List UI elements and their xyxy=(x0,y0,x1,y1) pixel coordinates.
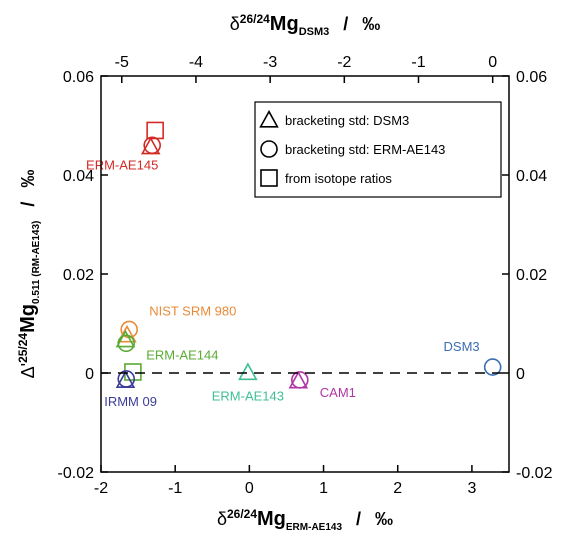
x-tick-label: -1 xyxy=(168,480,182,497)
y-tick-label: -0.02 xyxy=(58,465,95,482)
y-tick-label: 0.06 xyxy=(63,69,94,86)
label-cam1: CAM1 xyxy=(320,385,356,400)
x-axis-title-unit: ‰ xyxy=(375,509,393,529)
top-x-axis-title-unit: ‰ xyxy=(362,14,380,34)
top-x-tick-label: -5 xyxy=(115,54,129,71)
y-axis-title-sup: 25/24 xyxy=(16,333,30,363)
x-axis-title-slash: / xyxy=(356,509,361,529)
label-irmm-09: IRMM 09 xyxy=(104,394,157,409)
y-tick-label: 0.02 xyxy=(63,267,94,284)
x-tick-label: 1 xyxy=(319,480,328,497)
right-y-tick-label: 0.02 xyxy=(516,267,547,284)
top-x-tick-label: -1 xyxy=(411,54,425,71)
x-axis-title-delta: δ xyxy=(217,509,227,529)
x-tick-label: 2 xyxy=(393,480,402,497)
label-nist-srm-980: NIST SRM 980 xyxy=(149,303,236,318)
right-y-tick-label: 0.06 xyxy=(516,69,547,86)
top-x-axis-title-sup: 26/24 xyxy=(240,12,270,26)
top-x-axis-title-sub: DSM3 xyxy=(299,26,330,38)
point-erm-ae145-square xyxy=(147,122,163,138)
label-erm-ae143: ERM-AE143 xyxy=(212,388,284,403)
y-tick-label: 0 xyxy=(85,366,94,383)
x-axis-title-sup: 26/24 xyxy=(227,507,257,521)
point-erm-ae143-triangle xyxy=(239,364,256,379)
legend-label: from isotope ratios xyxy=(285,171,392,186)
top-x-axis-title-delta: δ xyxy=(230,14,240,34)
x-tick-label: 0 xyxy=(245,480,254,497)
y-axis-title-sub: 0.511 (RM-AE143) xyxy=(31,221,42,304)
top-x-axis-title-slash: / xyxy=(343,14,348,34)
legend: bracketing std: DSM3 bracketing std: ERM-… xyxy=(255,102,501,197)
y-axis-title-unit: ‰ xyxy=(18,170,38,188)
legend-label: bracketing std: DSM3 xyxy=(285,113,409,128)
x-axis-title-base: Mg xyxy=(257,508,286,530)
right-y-tick-label: -0.02 xyxy=(516,465,553,482)
label-erm-ae144: ERM-AE144 xyxy=(146,347,218,362)
top-x-tick-label: 0 xyxy=(488,54,497,71)
point-erm-ae144-square xyxy=(125,364,141,380)
top-x-axis-title: δ26/24MgDSM3 / ‰ xyxy=(230,12,381,38)
label-dsm3: DSM3 xyxy=(444,339,480,354)
top-x-axis-title-base: Mg xyxy=(270,13,299,35)
x-tick-label: 3 xyxy=(467,480,476,497)
label-erm-ae145: ERM-AE145 xyxy=(86,157,158,172)
x-axis-title-sub: ERM-AE143 xyxy=(286,522,343,533)
top-x-tick-label: -4 xyxy=(189,54,203,71)
x-axis-title: δ26/24MgERM-AE143 / ‰ xyxy=(217,507,393,533)
x-tick-label: -2 xyxy=(94,480,108,497)
right-y-tick-label: 0.04 xyxy=(516,168,547,185)
right-y-tick-label: 0 xyxy=(516,366,525,383)
y-axis-title-delta: Δ' xyxy=(18,363,38,378)
legend-label: bracketing std: ERM-AE143 xyxy=(285,142,445,157)
y-axis-title-slash: / xyxy=(18,202,38,207)
y-axis-title: Δ'25/24Mg0.511 (RM-AE143) / ‰ xyxy=(16,170,42,379)
y-axis-title-base: Mg xyxy=(17,304,39,333)
top-x-tick-label: -3 xyxy=(263,54,277,71)
top-x-tick-label: -2 xyxy=(337,54,351,71)
